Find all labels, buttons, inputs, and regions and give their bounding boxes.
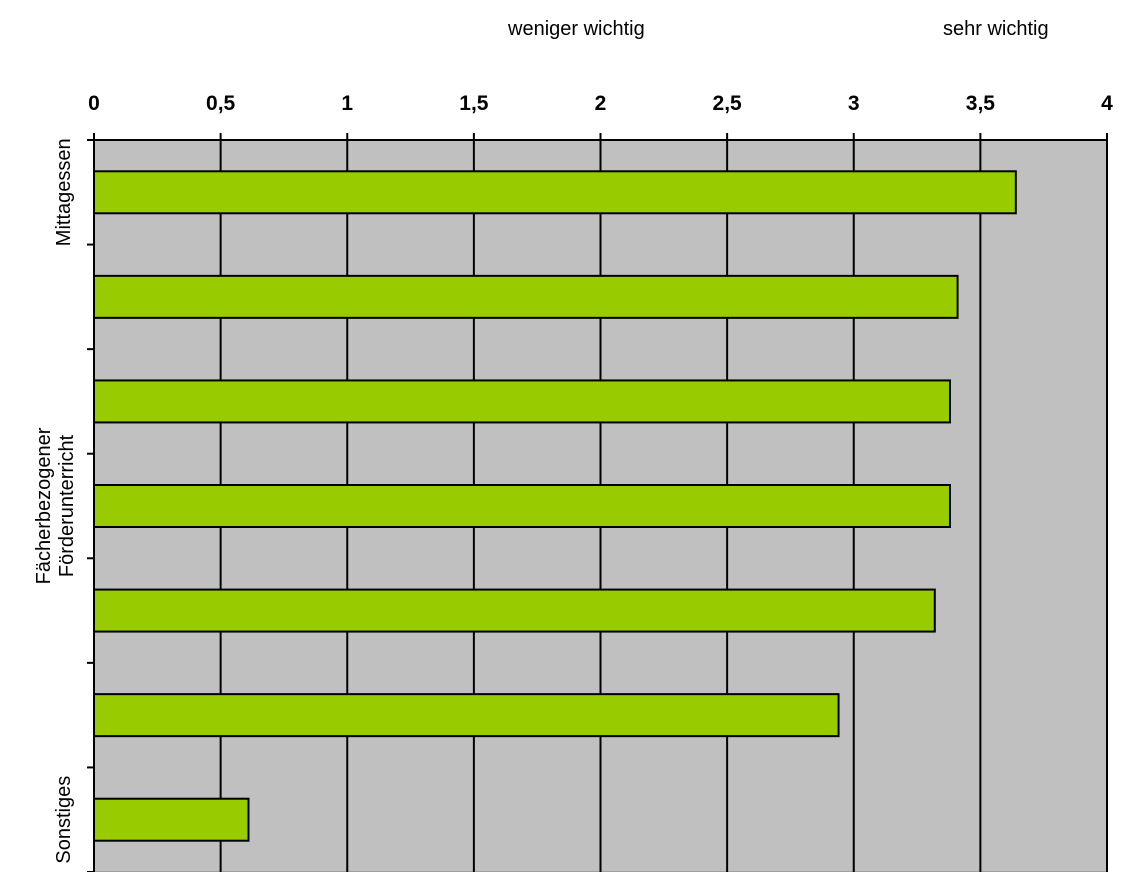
y-category-label: Mittagessen: [53, 138, 75, 246]
x-tick-label: 1,5: [459, 92, 489, 115]
x-tick-label: 0,5: [206, 92, 236, 115]
bar: [93, 170, 1017, 215]
bar: [93, 274, 959, 319]
annotation-weniger-wichtig: weniger wichtig: [508, 18, 645, 40]
bar: [93, 379, 951, 424]
bar: [93, 588, 936, 633]
y-category-label-line: Fächerbezogener: [33, 427, 55, 584]
y-category-label: FächerbezogenerFörderunterricht: [33, 427, 78, 584]
labels: 0 0,5 1 1,5 2 2,5 3 3,5 4 Mittagessen Fächerbezoge…: [33, 92, 1113, 864]
x-tick-label: 3: [848, 92, 860, 115]
x-tick-label: 1: [341, 92, 353, 115]
annotation-sehr-wichtig: sehr wichtig: [943, 18, 1049, 40]
bar: [93, 693, 840, 738]
x-tick-label: 3,5: [966, 92, 996, 115]
y-category-label-line: Förderunterricht: [56, 434, 78, 577]
x-tick-label: 4: [1101, 92, 1113, 115]
y-category-label: Sonstiges: [53, 776, 75, 864]
axes: [87, 133, 1108, 872]
bar: [93, 484, 951, 528]
x-tick-label: 2,5: [713, 92, 743, 115]
x-tick-label: 2: [595, 92, 607, 115]
x-tick-label: 0: [88, 92, 100, 115]
bar: [93, 797, 250, 842]
